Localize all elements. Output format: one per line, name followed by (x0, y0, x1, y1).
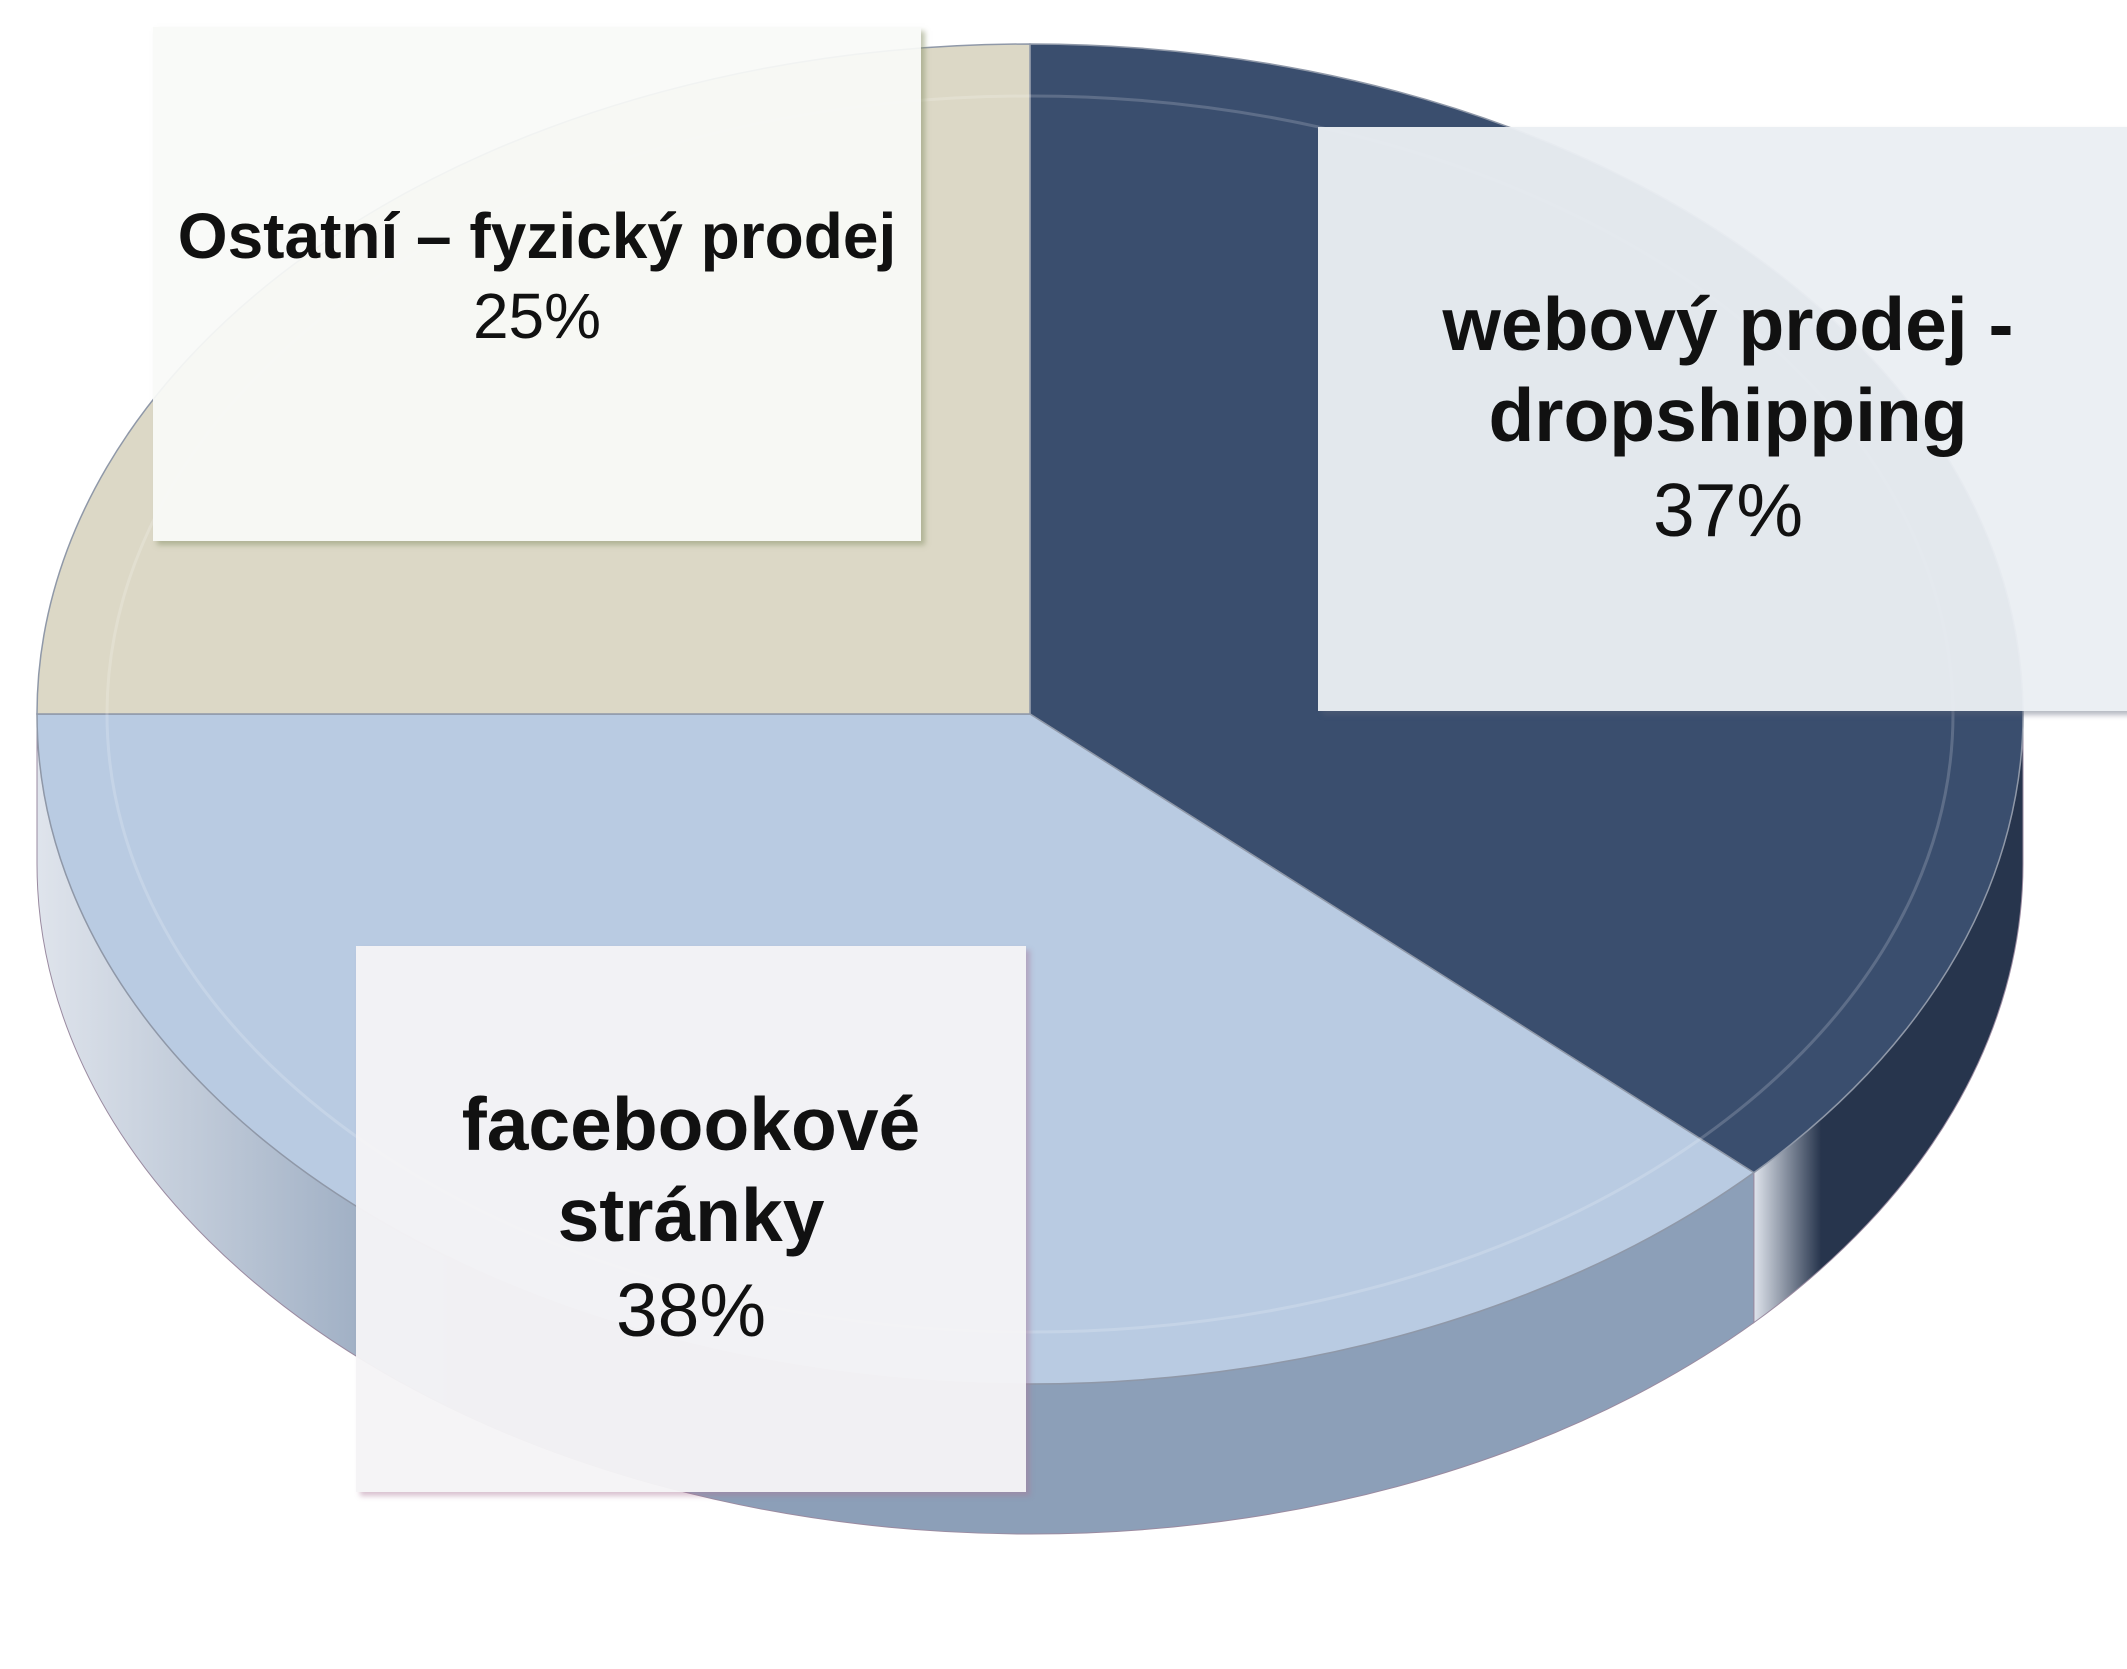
slice-label-webovy: webový prodej - dropshipping (1443, 279, 2014, 462)
slice-label-facebook-line-2: stránky (557, 1173, 825, 1258)
slice-label-ostatni: Ostatní – fyzický prodej (178, 197, 896, 275)
slice-value-webovy: 37% (1652, 467, 1804, 552)
slice-label-facebook: facebookové stránky (462, 1079, 921, 1262)
slice-label-webovy-line-2: dropshipping (1488, 373, 1968, 458)
pie-highlight (105, 94, 1955, 1334)
slice-label-facebook-line-1: facebookové (461, 1081, 921, 1166)
data-label-ostatni: Ostatní – fyzický prodej 25% (153, 27, 921, 541)
slice-label-ostatni-line-1: Ostatní – fyzický prodej (177, 200, 897, 272)
slice-label-webovy-line-1: webový prodej - (1442, 281, 2014, 366)
data-label-webovy: webový prodej - dropshipping 37% (1318, 127, 2127, 711)
data-label-facebook: facebookové stránky 38% (356, 946, 1026, 1492)
slice-value-ostatni: 25% (472, 280, 602, 353)
slice-value-facebook: 38% (615, 1267, 767, 1352)
